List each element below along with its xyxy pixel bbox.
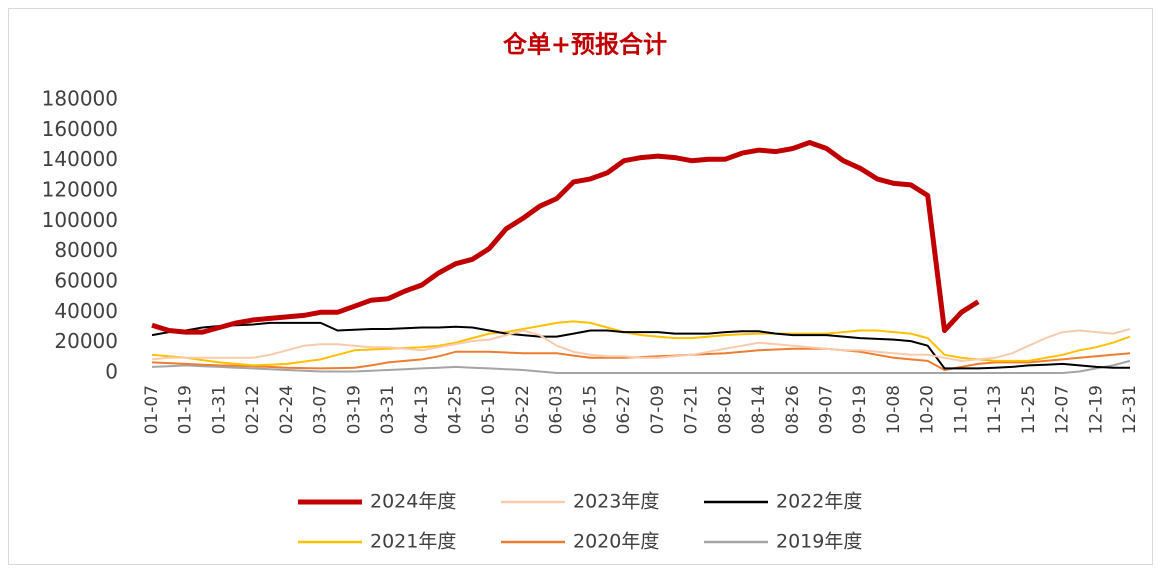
series-line (151, 320, 1131, 367)
x-tick-label: 10-20 (918, 385, 938, 434)
legend-label: 2024年度 (370, 491, 456, 513)
x-tick-label: 04-13 (412, 385, 432, 434)
x-tick-label: 08-14 (749, 385, 769, 434)
y-tick-label: 140000 (42, 147, 118, 171)
y-tick-label: 60000 (54, 269, 118, 293)
legend-label: 2019年度 (776, 531, 862, 553)
series-line (151, 321, 1130, 370)
legend-label: 2023年度 (573, 491, 659, 513)
x-tick-label: 09-07 (816, 385, 836, 434)
x-tick-label: 04-25 (446, 385, 466, 434)
x-tick-label: 03-31 (378, 385, 398, 434)
series-line (151, 328, 1131, 362)
series-line (151, 140, 980, 335)
x-tick-label: 05-22 (513, 385, 533, 434)
legend-label: 2020年度 (573, 531, 659, 553)
y-tick-label: 100000 (42, 208, 118, 232)
x-tick-label: 10-08 (884, 385, 904, 434)
series-line (151, 359, 1131, 374)
x-tick-label: 08-26 (783, 385, 803, 434)
x-tick-label: 01-07 (142, 385, 162, 434)
x-tick-label: 03-07 (311, 385, 331, 434)
x-tick-label: 12-07 (1053, 385, 1073, 434)
x-tick-label: 12-19 (1086, 385, 1106, 434)
legend-label: 2021年度 (370, 531, 456, 553)
y-tick-label: 20000 (54, 329, 118, 353)
x-tick-label: 06-03 (547, 385, 567, 434)
x-tick-label: 01-19 (176, 385, 196, 434)
y-tick-label: 40000 (54, 299, 118, 323)
chart-title: 仓单+预报合计 (502, 30, 667, 59)
x-tick-label: 03-19 (344, 385, 364, 434)
y-tick-label: 80000 (54, 238, 118, 262)
x-tick-label: 12-31 (1120, 385, 1140, 434)
x-tick-label: 02-12 (243, 385, 263, 434)
y-tick-label: 120000 (42, 178, 118, 202)
y-tick-label: 180000 (42, 87, 118, 111)
x-tick-label: 11-01 (951, 385, 971, 434)
x-tick-label: 06-15 (580, 385, 600, 434)
legend-label: 2022年度 (776, 491, 862, 513)
x-tick-label: 06-27 (614, 385, 634, 434)
x-tick-label: 07-09 (648, 385, 668, 434)
y-tick-label: 0 (105, 360, 118, 384)
x-tick-label: 11-25 (1019, 385, 1039, 434)
x-tick-label: 01-31 (209, 385, 229, 434)
x-tick-label: 11-13 (985, 385, 1005, 434)
x-tick-label: 02-24 (277, 385, 297, 434)
y-tick-label: 160000 (42, 117, 118, 141)
x-tick-label: 09-19 (850, 385, 870, 434)
x-tick-label: 07-21 (682, 385, 702, 434)
x-tick-label: 05-10 (479, 385, 499, 434)
chart-border (8, 8, 1153, 565)
x-tick-label: 08-02 (715, 385, 735, 434)
